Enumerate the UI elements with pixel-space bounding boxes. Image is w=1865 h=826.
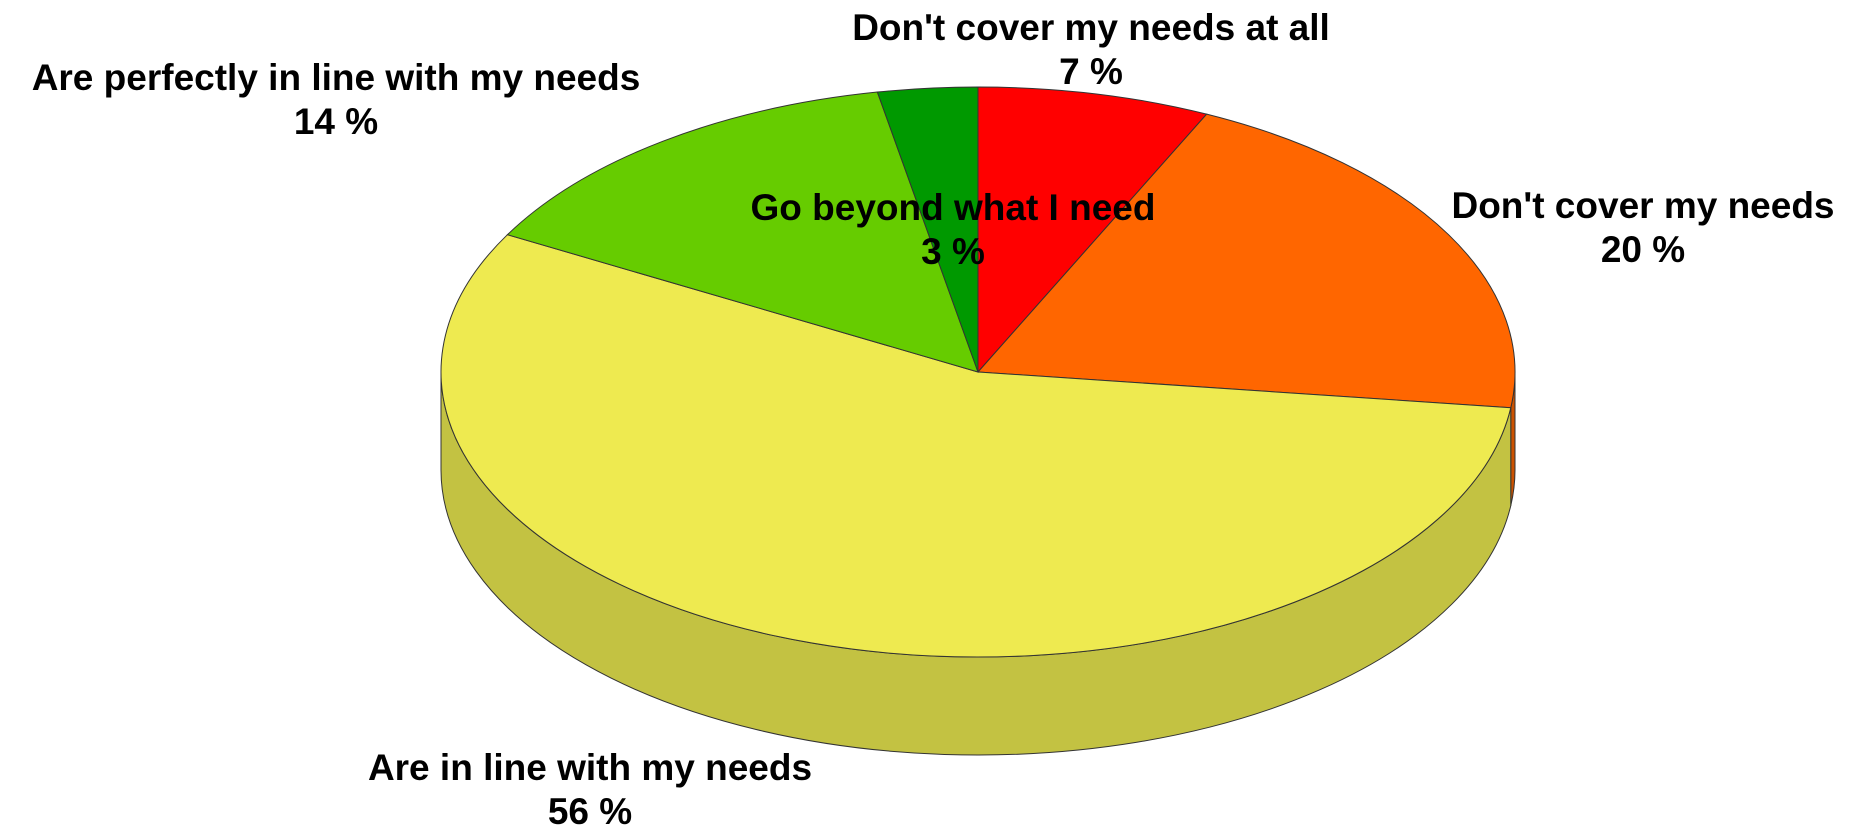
slice-label-text: Don't cover my needs at all: [852, 7, 1330, 48]
slice-value-text: 20 %: [1601, 229, 1685, 270]
slice-value-text: 56 %: [548, 791, 632, 826]
slice-value-text: 7 %: [1059, 51, 1123, 92]
slice-value-text: 14 %: [294, 101, 378, 142]
slice-label-text: Are perfectly in line with my needs: [32, 57, 641, 98]
slice-are-in-line-with-my-needs[interactable]: [440, 234, 1512, 658]
slice-value-text: 3 %: [921, 231, 985, 272]
slice-don-t-cover-my-needs-at-all[interactable]: [977, 86, 1208, 374]
slice-label-text: Are in line with my needs: [368, 747, 812, 788]
slice-label-text: Go beyond what I need: [751, 187, 1156, 228]
slice-go-beyond-what-i-need[interactable]: [876, 86, 979, 373]
pie-slices: [440, 86, 1516, 658]
slice-label-text: Don't cover my needs: [1451, 185, 1834, 226]
slice-don-t-cover-my-needs[interactable]: [976, 113, 1516, 409]
slice-are-perfectly-in-line-with-my-needs[interactable]: [506, 91, 979, 373]
